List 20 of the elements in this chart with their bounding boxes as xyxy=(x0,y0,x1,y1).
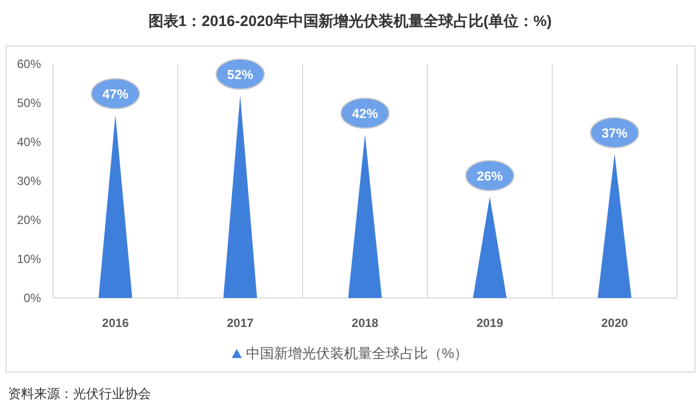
x-tick-label: 2020 xyxy=(601,316,628,330)
data-label: 42% xyxy=(352,106,378,122)
y-tick-label: 40% xyxy=(16,135,42,149)
data-label: 37% xyxy=(602,126,628,141)
legend-label: 中国新增光伏装机量全球占比（%） xyxy=(246,345,468,361)
x-tick-label: 2019 xyxy=(476,316,504,330)
data-label: 52% xyxy=(227,67,254,82)
y-tick-label: 10% xyxy=(16,252,42,266)
y-tick-label: 60% xyxy=(16,57,42,71)
text: 资料来源：光伏行业协会 xyxy=(8,386,151,401)
data-label: 26% xyxy=(476,168,504,184)
y-tick-label: 30% xyxy=(16,174,42,188)
x-tick-label: 2018 xyxy=(352,316,379,330)
data-label: 47% xyxy=(102,86,129,102)
y-tick-label: 0% xyxy=(24,291,42,305)
x-tick-label: 2017 xyxy=(226,316,254,330)
x-tick-label: 2016 xyxy=(102,316,130,330)
y-tick-label: 20% xyxy=(16,213,42,227)
chart-title: 图表1：2016-2020年中国新增光伏装机量全球占比(单位：%) xyxy=(148,12,552,30)
y-tick-label: 50% xyxy=(16,96,42,110)
